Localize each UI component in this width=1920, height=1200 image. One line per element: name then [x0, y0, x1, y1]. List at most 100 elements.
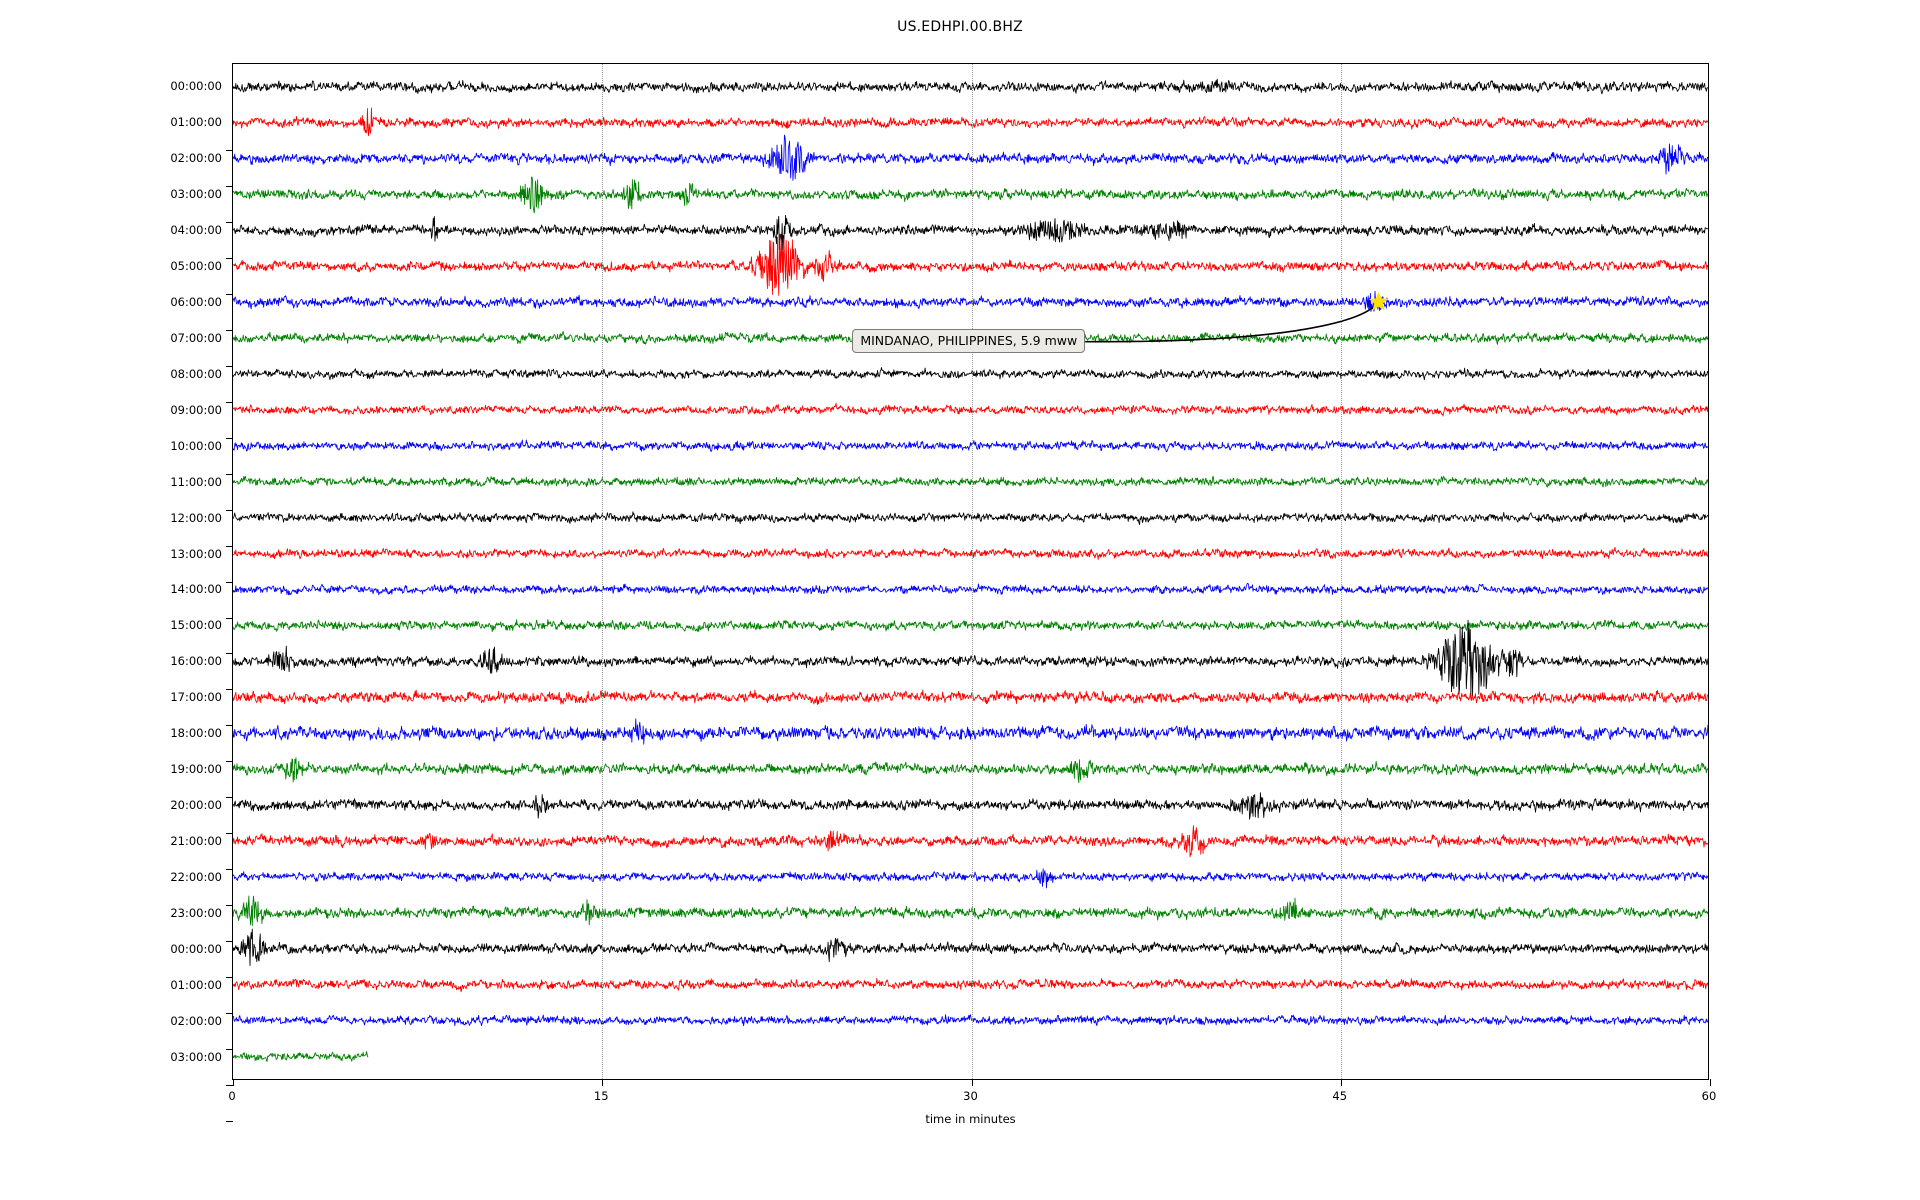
earthquake-event-star-icon[interactable]: [1368, 291, 1389, 311]
trace-120000-12: [233, 511, 1708, 525]
x-axis-label: time in minutes: [925, 1112, 1016, 1126]
y-tick-label-1: 01:00:00: [170, 114, 222, 129]
trace-230000-23: [233, 895, 1708, 927]
y-tick-mark-6: [226, 365, 233, 367]
y-tick-mark-5: [226, 329, 233, 331]
y-tick-mark-24: [226, 1013, 233, 1015]
trace-130000-13: [233, 546, 1708, 560]
gridline-x-15: [602, 64, 604, 1079]
x-tick-label-30: 30: [963, 1089, 978, 1103]
y-tick-mark-19: [226, 833, 233, 835]
trace-000000-0: [233, 78, 1708, 95]
y-tick-label-3: 03:00:00: [170, 186, 222, 201]
y-tick-mark-23: [226, 977, 233, 979]
y-tick-mark-26: [226, 1085, 233, 1087]
y-tick-label-19: 19:00:00: [170, 762, 222, 777]
y-tick-label-2: 02:00:00: [170, 150, 222, 165]
y-tick-mark-27: [226, 1121, 233, 1123]
y-tick-mark-4: [226, 293, 233, 295]
seismogram-traces: [233, 78, 1708, 1062]
y-tick-label-8: 08:00:00: [170, 366, 222, 381]
trace-210000-21: [233, 825, 1708, 858]
y-tick-label-21: 21:00:00: [170, 834, 222, 849]
y-tick-mark-3: [226, 257, 233, 259]
y-tick-label-17: 17:00:00: [170, 690, 222, 705]
x-tick-mark-60: [1710, 1079, 1711, 1086]
trace-220000-22: [233, 868, 1708, 889]
trace-020000-2: [233, 134, 1708, 181]
y-tick-mark-0: [226, 149, 233, 151]
trace-140000-14: [233, 582, 1708, 596]
y-tick-label-14: 14:00:00: [170, 582, 222, 597]
trace-010000-1: [233, 107, 1708, 137]
x-tick-label-60: 60: [1701, 1089, 1717, 1103]
gridline-x-30: [971, 64, 973, 1079]
y-tick-mark-2: [226, 221, 233, 223]
y-tick-mark-22: [226, 941, 233, 943]
annotation-leader-line: [1085, 301, 1380, 343]
y-tick-label-20: 20:00:00: [170, 798, 222, 813]
y-tick-label-22: 22:00:00: [170, 870, 222, 885]
y-tick-label-9: 09:00:00: [170, 402, 222, 417]
y-tick-label-0: 00:00:00: [170, 78, 222, 93]
y-tick-mark-25: [226, 1049, 233, 1051]
y-tick-mark-16: [226, 725, 233, 727]
y-tick-mark-12: [226, 581, 233, 583]
trace-160000-16: [233, 619, 1708, 697]
y-tick-mark-14: [226, 653, 233, 655]
y-tick-mark-17: [226, 761, 233, 763]
x-tick-label-45: 45: [1332, 1089, 1348, 1103]
x-tick-label-15: 15: [593, 1089, 609, 1103]
x-tick-mark-45: [1340, 1079, 1342, 1086]
trace-170000-17: [233, 689, 1708, 706]
trace-090000-9: [233, 402, 1708, 417]
y-tick-mark-8: [226, 437, 233, 439]
trace-080000-8: [233, 367, 1708, 381]
y-tick-label-26: 02:00:00: [170, 1014, 222, 1029]
y-tick-mark-13: [226, 617, 233, 619]
trace-060000-6: [233, 290, 1708, 313]
trace-150000-15: [233, 619, 1708, 632]
page-title: US.EDHPI.00.BHZ: [897, 19, 1023, 35]
y-tick-label-4: 04:00:00: [170, 222, 222, 237]
y-tick-mark-1: [226, 185, 233, 187]
y-tick-label-13: 13:00:00: [170, 546, 222, 561]
y-tick-label-6: 06:00:00: [170, 294, 222, 309]
trace-030000-3: [233, 176, 1708, 214]
y-tick-mark-21: [226, 905, 233, 907]
y-tick-mark-11: [226, 545, 233, 547]
y-tick-label-12: 12:00:00: [170, 510, 222, 525]
x-tick-mark-15: [602, 1079, 604, 1086]
y-tick-mark-20: [226, 869, 233, 871]
x-tick-mark-30: [971, 1079, 973, 1086]
trace-000000-24: [233, 928, 1708, 966]
y-tick-label-25: 01:00:00: [170, 978, 222, 993]
y-tick-label-15: 15:00:00: [170, 618, 222, 633]
x-tick-mark-0: [233, 1079, 234, 1086]
y-tick-label-18: 18:00:00: [170, 726, 222, 741]
y-tick-label-10: 10:00:00: [170, 438, 222, 453]
y-tick-label-23: 23:00:00: [170, 906, 222, 921]
trace-100000-10: [233, 439, 1708, 453]
trace-030000-27: [233, 1051, 369, 1062]
y-tick-label-7: 07:00:00: [170, 330, 222, 345]
trace-020000-26: [233, 1014, 1708, 1027]
trace-050000-5: [233, 233, 1708, 296]
x-tick-label-0: 0: [228, 1089, 236, 1103]
gridline-x-45: [1340, 64, 1342, 1079]
y-tick-mark-15: [226, 689, 233, 691]
event-annotation-label[interactable]: MINDANAO, PHILIPPINES, 5.9 mww: [852, 329, 1086, 354]
trace-200000-20: [233, 792, 1708, 820]
y-tick-label-27: 03:00:00: [170, 1050, 222, 1065]
trace-110000-11: [233, 475, 1708, 488]
trace-190000-19: [233, 757, 1708, 784]
y-tick-mark-18: [226, 797, 233, 799]
plot-area: [226, 63, 1711, 1123]
y-tick-label-11: 11:00:00: [170, 474, 222, 489]
trace-180000-18: [233, 718, 1708, 745]
y-tick-label-16: 16:00:00: [170, 654, 222, 669]
y-tick-label-24: 00:00:00: [170, 942, 222, 957]
y-tick-label-5: 05:00:00: [170, 258, 222, 273]
trace-040000-4: [233, 214, 1708, 251]
